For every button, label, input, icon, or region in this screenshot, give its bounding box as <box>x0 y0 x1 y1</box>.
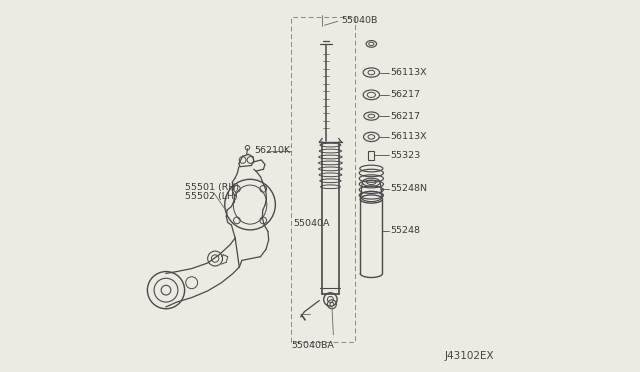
Text: 55248: 55248 <box>390 226 420 235</box>
Text: 55040A: 55040A <box>293 219 330 228</box>
Text: 56210K: 56210K <box>254 146 291 155</box>
Text: J43102EX: J43102EX <box>444 352 494 361</box>
Ellipse shape <box>365 91 377 97</box>
Text: 55040B: 55040B <box>342 16 378 25</box>
Bar <box>369 151 374 160</box>
Text: 56217: 56217 <box>390 112 420 121</box>
Text: 55248N: 55248N <box>390 185 428 193</box>
Text: 55323: 55323 <box>390 151 421 160</box>
Text: 55501 (RH): 55501 (RH) <box>186 183 239 192</box>
Text: 55502 (LH): 55502 (LH) <box>186 192 238 201</box>
Text: 56113X: 56113X <box>390 68 428 77</box>
Circle shape <box>330 302 334 306</box>
Text: 56113X: 56113X <box>390 132 428 141</box>
Text: 55040BA: 55040BA <box>291 341 334 350</box>
Circle shape <box>161 285 171 295</box>
Text: 56217: 56217 <box>390 90 420 99</box>
